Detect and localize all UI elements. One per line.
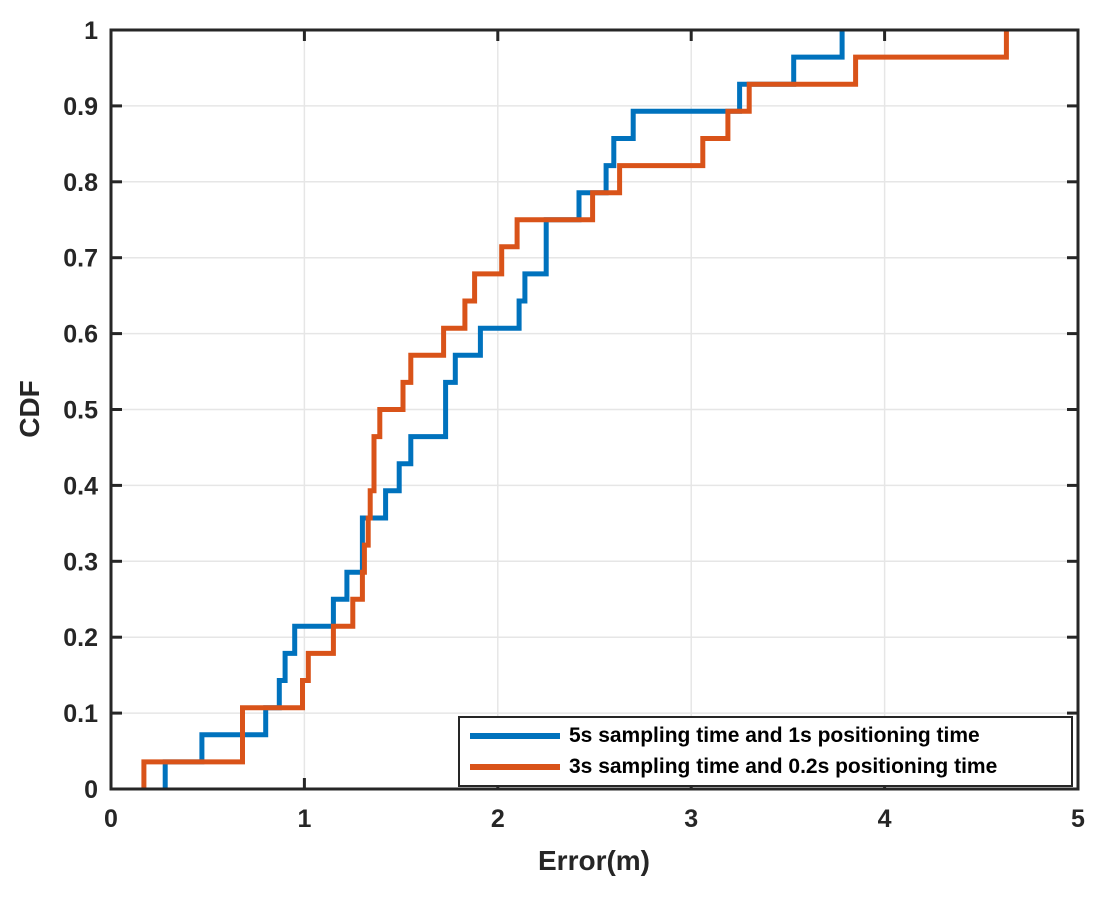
legend-item-label: 5s sampling time and 1s positioning time: [569, 724, 980, 747]
y-tick-label: 0.4: [63, 472, 98, 500]
cdf-curve-1: [141, 30, 1009, 789]
x-tick-label: 3: [684, 805, 698, 833]
y-tick-label: 0.1: [63, 700, 98, 728]
y-tick-label: 0.8: [63, 169, 98, 197]
y-tick-label: 0.7: [63, 245, 98, 273]
legend-line-swatch-orange: [470, 764, 560, 770]
legend-item: 3s sampling time and 0.2s positioning ti…: [470, 752, 1071, 782]
x-tick-label: 1: [297, 805, 311, 833]
legend-item-label: 3s sampling time and 0.2s positioning ti…: [569, 755, 998, 778]
y-tick-label: 0.5: [63, 397, 98, 425]
legend: 5s sampling time and 1s positioning time…: [458, 716, 1073, 787]
x-axis-label: Error(m): [537, 845, 651, 876]
y-axis-label: CDF: [14, 380, 45, 438]
cdf-curve-0: [162, 30, 845, 789]
y-tick-label: 1: [84, 17, 98, 45]
x-tick-label: 4: [878, 805, 892, 833]
x-tick-label: 5: [1071, 805, 1085, 833]
x-tick-label: 0: [104, 805, 118, 833]
y-tick-label: 0: [84, 776, 98, 804]
legend-line-swatch-blue: [470, 733, 560, 739]
y-tick-label: 0.2: [63, 624, 98, 652]
x-tick-label: 2: [491, 805, 505, 833]
legend-item: 5s sampling time and 1s positioning time: [470, 721, 1071, 751]
y-tick-label: 0.9: [63, 93, 98, 121]
y-tick-label: 0.6: [63, 321, 98, 349]
y-tick-label: 0.3: [63, 548, 98, 576]
